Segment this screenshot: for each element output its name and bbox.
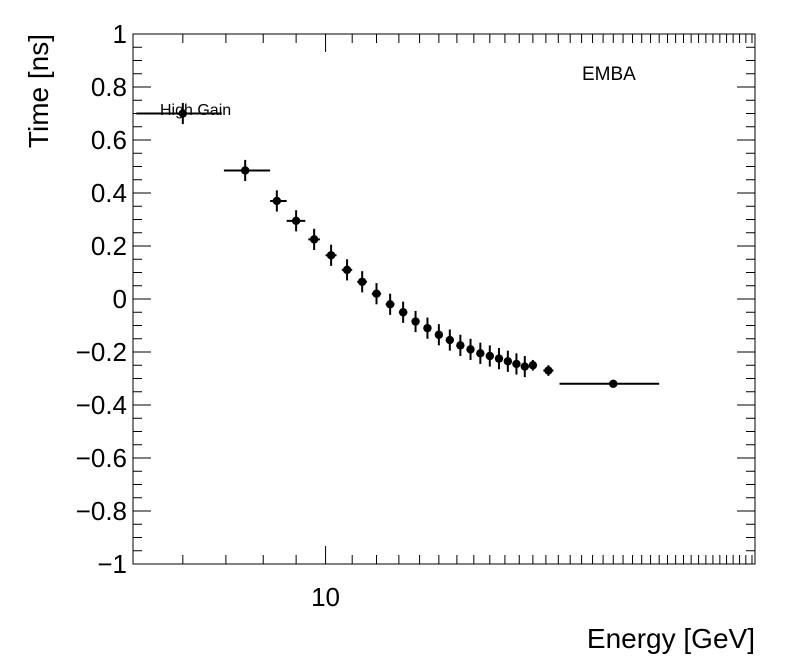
data-point <box>223 159 271 182</box>
y-tick-label: −0.4 <box>76 390 127 420</box>
point-marker <box>456 341 465 350</box>
data-point <box>559 379 660 388</box>
y-tick-label: −0.2 <box>76 337 127 367</box>
data-point <box>411 310 420 333</box>
point-marker <box>445 335 455 345</box>
point-marker <box>178 109 188 118</box>
data-point <box>371 283 382 305</box>
data-point <box>398 301 408 323</box>
data-point <box>520 355 529 378</box>
data-point <box>528 359 538 371</box>
data-point <box>456 334 465 356</box>
y-axis-title: Time [ns] <box>23 34 54 148</box>
point-marker <box>240 166 250 175</box>
point-marker <box>528 361 538 370</box>
point-marker <box>309 235 319 244</box>
point-marker <box>434 330 444 339</box>
data-point <box>286 210 306 232</box>
point-marker <box>398 308 408 317</box>
y-tick-label: −0.8 <box>76 496 127 526</box>
point-marker <box>494 354 504 363</box>
data-point <box>341 259 353 281</box>
y-tick-label: 0.6 <box>91 125 127 155</box>
data-marks <box>136 102 660 388</box>
data-point <box>357 271 368 293</box>
data-point <box>434 324 444 346</box>
detector-label: EMBA <box>582 64 636 85</box>
y-tick-label: −1 <box>97 549 127 579</box>
point-marker <box>503 357 513 366</box>
data-point <box>270 190 287 212</box>
point-marker <box>326 251 336 260</box>
y-tick-label: 1 <box>113 19 127 49</box>
data-point <box>494 348 504 370</box>
point-marker <box>476 349 485 358</box>
point-marker <box>342 265 352 275</box>
point-marker <box>544 366 553 375</box>
data-point <box>543 365 554 376</box>
data-point <box>476 342 485 364</box>
data-point <box>423 317 432 339</box>
point-marker <box>512 359 521 369</box>
data-point <box>503 350 513 372</box>
data-point <box>308 228 320 250</box>
y-tick-label: −0.6 <box>76 443 127 473</box>
y-tick-label: 0.8 <box>91 72 127 102</box>
point-marker <box>291 216 301 226</box>
data-point <box>512 353 521 375</box>
x-tick-label: 10 <box>311 582 340 612</box>
point-marker <box>485 351 495 361</box>
point-marker <box>411 317 420 326</box>
point-marker <box>609 379 618 388</box>
point-marker <box>357 277 367 286</box>
data-point <box>325 244 337 266</box>
data-point <box>466 338 475 360</box>
point-marker <box>466 345 475 354</box>
gain-label: High Gain <box>160 102 231 119</box>
y-tick-label: 0 <box>113 284 127 314</box>
point-marker <box>385 300 395 309</box>
point-marker <box>372 289 381 298</box>
data-point <box>385 293 395 315</box>
x-axis-title: Energy [GeV] <box>587 623 755 654</box>
data-point <box>136 102 222 125</box>
axis-ticks <box>133 33 755 565</box>
data-point <box>485 345 495 367</box>
data-point <box>445 329 455 351</box>
axis-tick-labels: 1 0.8 0.6 0.4 0.2 0 −0.2 −0.4 −0.6 −0.8 −1 10 <box>76 19 340 612</box>
point-marker <box>272 196 282 206</box>
point-marker <box>520 362 529 371</box>
y-tick-label: 0.4 <box>91 178 127 208</box>
y-tick-label: 0.2 <box>91 231 127 261</box>
point-marker <box>423 323 432 333</box>
